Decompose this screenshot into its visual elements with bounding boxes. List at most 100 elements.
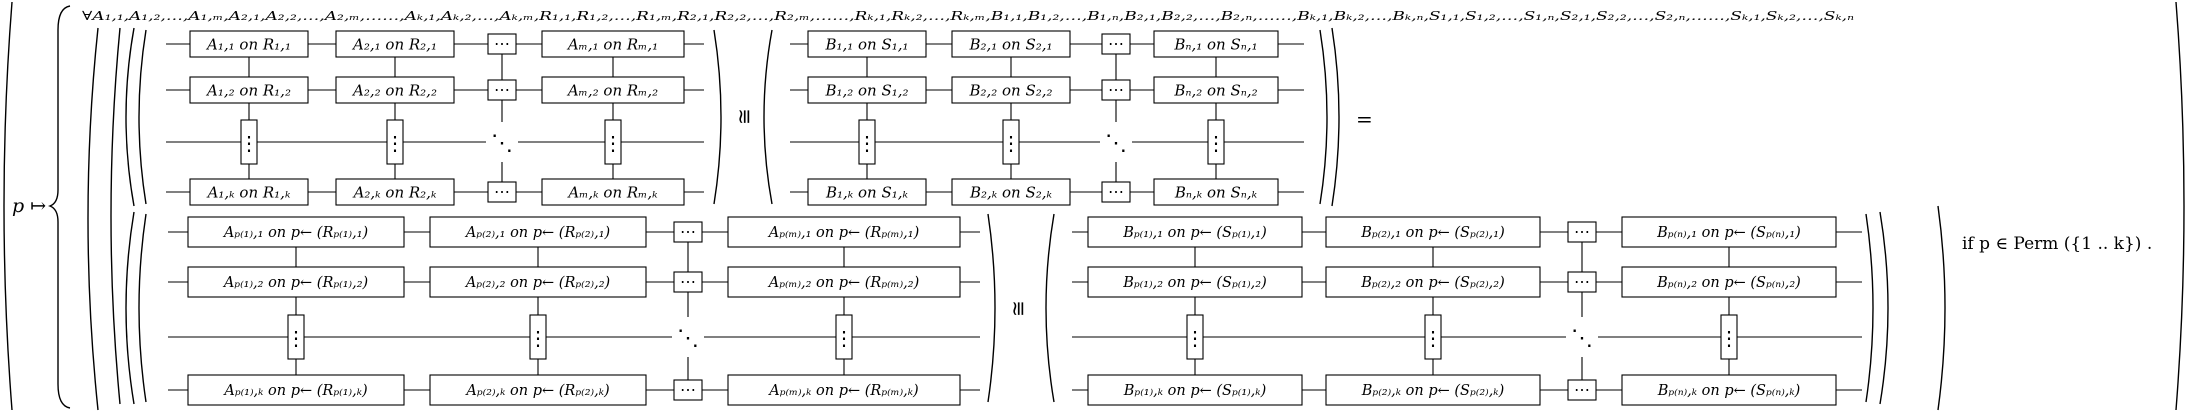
top_right_grid-box-r1-c1	[951, 76, 1071, 104]
lhs-var: p ↦	[12, 195, 46, 217]
top_right_grid-box-r0-c2	[1153, 30, 1279, 58]
top_left_grid-vdots-c0: ⋮	[239, 131, 259, 155]
bottom_left_grid-label-r1-c2: Aₚ₍ₘ₎,₂ on p← (Rₚ₍ₘ₎,₂)	[767, 275, 920, 291]
bottom_right_grid-vdots-box-c1	[1424, 314, 1442, 360]
bottom_right_grid-box-r0-c1	[1325, 216, 1541, 248]
top_left_grid-box-r2-c0	[189, 178, 309, 206]
bottom_right_grid-ellipsis-box-r1	[1567, 271, 1597, 293]
bottom_right_grid-vdots-box-c0	[1186, 314, 1204, 360]
bottom_left_grid-label-r0-c1: Aₚ₍₂₎,₁ on p← (Rₚ₍₂₎,₁)	[464, 225, 610, 241]
bottom_right_grid-box-r0-c0	[1087, 216, 1303, 248]
top_left_grid-label-r0-c1: A₂,₁ on R₂,₁	[351, 35, 437, 53]
bottom_left_grid-box-r0-c0	[187, 216, 405, 248]
bl-left-paren-outer	[125, 211, 135, 405]
bottom_right_grid-box-r1-c0	[1087, 266, 1303, 298]
top_right_grid-vdots-box-c1	[1002, 119, 1020, 165]
top_left_grid-box-r2-c1	[335, 178, 455, 206]
bottom_left_grid-label-r0-c0: Aₚ₍₁₎,₁ on p← (Rₚ₍₁₎,₁)	[222, 225, 368, 241]
bottom_left_grid-label-r2-c0: Aₚ₍₁₎,ₖ on p← (Rₚ₍₁₎,ₖ)	[222, 383, 367, 399]
bottom_left_grid-vdots-box-c2	[835, 314, 853, 360]
top_left_grid-box-r1-c0	[189, 76, 309, 104]
quantifier: ∀A₁,₁,A₁,₂,…,A₁,ₘ,A₂,₁,A₂,₂,…,A₂,ₘ,……,Aₖ…	[82, 8, 1854, 23]
bottom_right_grid-label-r2-c1: Bₚ₍₂₎,ₖ on p← (Sₚ₍₂₎,ₖ)	[1361, 383, 1505, 399]
top_right_grid-label-r0-c0: B₁,₁ on S₁,₁	[824, 35, 908, 53]
bottom_left_grid-ellipsis-box-r1	[673, 271, 703, 293]
bottom_right_grid-ellipsis-r0: ⋯	[1574, 222, 1590, 241]
bottom_left_grid-ellipsis-box-r0	[673, 221, 703, 243]
bottom_right_grid-box-r1-c1	[1325, 266, 1541, 298]
top_right_grid-ellipsis-r2: ⋯	[1108, 182, 1124, 201]
top_right_grid-label-r2-c2: Bₙ,ₖ on Sₙ,ₖ	[1174, 183, 1258, 201]
bottom_right_grid-box-r2-c2	[1621, 374, 1837, 406]
bottom_right_grid-label-r0-c2: Bₚ₍ₙ₎,₁ on p← (Sₚ₍ₙ₎,₁)	[1656, 225, 1801, 241]
tl-left-paren-inner	[138, 29, 147, 205]
top_right_grid-vdots-box-c0	[858, 119, 876, 165]
top_left_grid-ellipsis-r0: ⋯	[494, 34, 510, 53]
top_left_grid-label-r2-c1: A₂,ₖ on R₂,ₖ	[352, 183, 437, 201]
top_left_grid-ellipsis-box-r1	[487, 79, 517, 101]
top_right_grid-label-r2-c1: B₂,ₖ on S₂,ₖ	[969, 183, 1053, 201]
outer-left-paren	[3, 1, 13, 411]
top_left_grid-box-r2-c2	[541, 178, 685, 206]
bottom_left_grid-vdots-box-c0	[287, 314, 305, 360]
bottom_left_grid-vdots-c0: ⋮	[286, 326, 306, 350]
top_right_grid-label-r0-c2: Bₙ,₁ on Sₙ,₁	[1173, 35, 1257, 53]
bottom_left_grid-box-r1-c2	[727, 266, 961, 298]
bottom_left_grid-box-r1-c1	[429, 266, 647, 298]
bottom_left_grid-ellipsis-r2: ⋯	[680, 380, 696, 399]
top_left_grid-vdots-c2: ⋮	[603, 131, 623, 155]
bottom_right_grid-label-r1-c1: Bₚ₍₂₎,₂ on p← (Sₚ₍₂₎,₂)	[1360, 275, 1505, 291]
bl-right-paren	[987, 213, 996, 403]
bottom_left_grid-ddots: ⋱	[677, 326, 699, 351]
bottom_left_grid-ellipsis-r0: ⋯	[680, 222, 696, 241]
top_left_grid-box-r0-c2	[541, 30, 685, 58]
top_left_grid-ddots: ⋱	[491, 131, 513, 156]
top_right_grid-ddots: ⋱	[1105, 131, 1127, 156]
top_right_grid-box-r2-c2	[1153, 178, 1279, 206]
top_left_grid-ddots-bg	[486, 122, 518, 162]
top_right_grid-box-r0-c0	[807, 30, 927, 58]
bottom_right_grid-ellipsis-box-r0	[1567, 221, 1597, 243]
top_right_grid-ddots-bg	[1100, 122, 1132, 162]
top_right_grid-ellipsis-box-r0	[1101, 33, 1131, 55]
bottom_left_grid-vdots-c1: ⋮	[528, 326, 548, 350]
bottom_right_grid-label-r2-c2: Bₚ₍ₙ₎,ₖ on p← (Sₚ₍ₙ₎,ₖ)	[1657, 383, 1801, 399]
equals-symbol: =	[1356, 107, 1373, 131]
top_left_grid-vdots-c1: ⋮	[385, 131, 405, 155]
bottom_left_grid-box-r1-c0	[187, 266, 405, 298]
outer-right-paren	[2175, 1, 2185, 411]
bottom_right_grid-vdots-c2: ⋮	[1719, 326, 1739, 350]
br-right-paren-outer	[1879, 211, 1889, 405]
bottom_left_grid-label-r0-c2: Aₚ₍ₘ₎,₁ on p← (Rₚ₍ₘ₎,₁)	[767, 225, 920, 241]
top_right_grid-vdots-box-c2	[1207, 119, 1225, 165]
left-brace	[48, 5, 71, 409]
bottom_left_grid-vdots-c2: ⋮	[834, 326, 854, 350]
bottom_right_grid-vdots-box-c2	[1720, 314, 1738, 360]
top_right_grid-box-r2-c0	[807, 178, 927, 206]
top_left_grid-box-r1-c1	[335, 76, 455, 104]
top_left_grid-label-r1-c2: Aₘ,₂ on Rₘ,₂	[566, 81, 658, 99]
bottom_right_grid-label-r0-c0: Bₚ₍₁₎,₁ on p← (Sₚ₍₁₎,₁)	[1122, 225, 1267, 241]
top_right_grid-ellipsis-box-r2	[1101, 181, 1131, 203]
iso-symbol-bottom: ≅	[1006, 300, 1030, 317]
top_right_grid-box-r0-c1	[951, 30, 1071, 58]
top_left_grid-ellipsis-box-r0	[487, 33, 517, 55]
top_right_grid-label-r1-c0: B₁,₂ on S₁,₂	[824, 81, 908, 99]
top_left_grid-box-r0-c1	[335, 30, 455, 58]
bottom_right_grid-box-r2-c0	[1087, 374, 1303, 406]
bottom_left_grid-label-r1-c1: Aₚ₍₂₎,₂ on p← (Rₚ₍₂₎,₂)	[464, 275, 610, 291]
top_right_grid-label-r1-c1: B₂,₂ on S₂,₂	[968, 81, 1052, 99]
tr-right-paren-inner	[1319, 29, 1328, 205]
bottom_left_grid-box-r0-c1	[429, 216, 647, 248]
bottom_right_grid-ellipsis-r1: ⋯	[1574, 272, 1590, 291]
top_right_grid-ellipsis-box-r1	[1101, 79, 1131, 101]
br-left-paren	[1045, 213, 1055, 403]
eq-right-paren	[1937, 205, 1946, 411]
bottom_right_grid-label-r1-c0: Bₚ₍₁₎,₂ on p← (Sₚ₍₁₎,₂)	[1122, 275, 1267, 291]
top_right_grid-box-r1-c2	[1153, 76, 1279, 104]
grid-bottom-right: Bₚ₍₁₎,₁ on p← (Sₚ₍₁₎,₁) Bₚ₍₂₎,₁ on p← (Sₚ…	[1072, 216, 1862, 406]
bottom_left_grid-box-r0-c2	[727, 216, 961, 248]
top_left_grid-label-r0-c0: A₁,₁ on R₁,₁	[205, 35, 291, 53]
top_left_grid-ellipsis-box-r2	[487, 181, 517, 203]
